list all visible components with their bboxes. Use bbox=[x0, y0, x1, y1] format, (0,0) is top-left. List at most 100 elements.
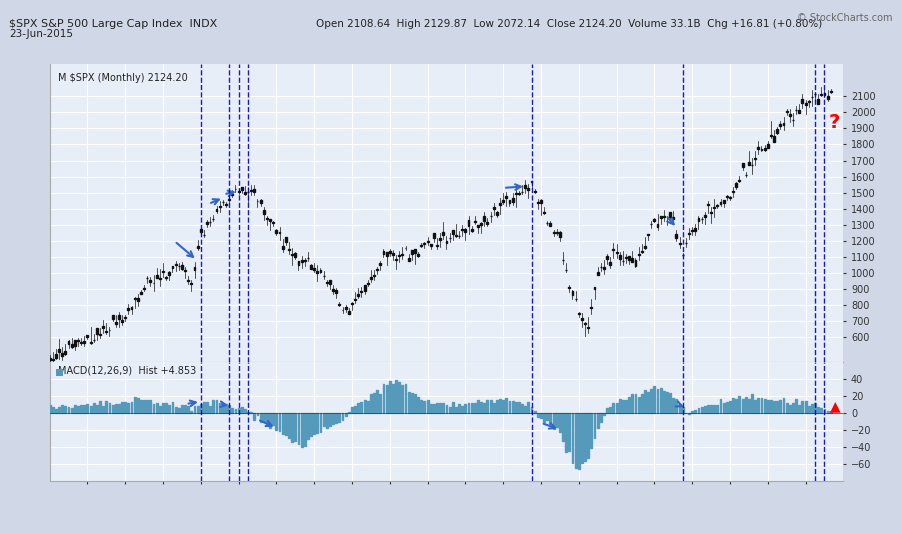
Bar bbox=[741, 399, 743, 413]
Bar bbox=[197, 246, 198, 248]
Bar bbox=[184, 270, 186, 271]
Bar bbox=[61, 405, 63, 413]
Bar bbox=[357, 403, 359, 413]
Bar bbox=[361, 402, 363, 413]
Bar bbox=[707, 405, 709, 413]
Bar bbox=[701, 406, 703, 413]
Text: ▲: ▲ bbox=[830, 399, 841, 413]
Bar bbox=[653, 219, 656, 221]
Bar bbox=[524, 185, 526, 189]
Bar bbox=[281, 246, 283, 249]
Bar bbox=[181, 265, 183, 270]
Bar bbox=[64, 406, 67, 413]
Bar bbox=[672, 217, 674, 219]
Text: 23-Jun-2015: 23-Jun-2015 bbox=[9, 29, 73, 40]
Bar bbox=[162, 403, 164, 413]
Bar bbox=[606, 409, 608, 413]
Bar bbox=[260, 200, 262, 203]
Bar bbox=[659, 388, 662, 413]
Legend:  bbox=[54, 366, 72, 380]
Bar bbox=[796, 399, 797, 413]
Bar bbox=[162, 271, 164, 272]
Bar bbox=[640, 250, 643, 252]
Bar bbox=[231, 407, 234, 413]
Bar bbox=[165, 277, 167, 278]
Bar bbox=[159, 278, 161, 279]
Bar bbox=[89, 342, 91, 343]
Bar bbox=[509, 401, 511, 413]
Bar bbox=[704, 215, 705, 217]
Bar bbox=[676, 234, 677, 238]
Bar bbox=[152, 404, 154, 413]
Bar bbox=[631, 258, 633, 262]
Bar bbox=[127, 403, 129, 413]
Bar bbox=[376, 269, 378, 270]
Bar bbox=[591, 413, 593, 449]
Bar bbox=[465, 229, 466, 232]
Bar bbox=[228, 405, 230, 413]
Bar bbox=[612, 403, 614, 413]
Bar bbox=[188, 406, 189, 413]
Bar bbox=[471, 403, 473, 413]
Bar bbox=[336, 413, 337, 423]
Bar bbox=[502, 400, 504, 413]
Bar bbox=[190, 411, 192, 413]
Bar bbox=[411, 393, 413, 413]
Bar bbox=[310, 413, 312, 436]
Bar bbox=[798, 110, 800, 113]
Bar bbox=[442, 404, 445, 413]
Bar bbox=[471, 230, 473, 231]
Bar bbox=[739, 179, 741, 181]
Bar bbox=[619, 255, 621, 258]
Bar bbox=[436, 403, 438, 413]
Bar bbox=[382, 252, 384, 254]
Bar bbox=[732, 398, 734, 413]
Bar bbox=[83, 405, 85, 413]
Bar bbox=[492, 207, 494, 209]
Bar bbox=[433, 233, 435, 238]
Bar bbox=[216, 400, 217, 413]
Bar bbox=[446, 241, 447, 243]
Bar bbox=[194, 406, 196, 413]
Bar bbox=[291, 254, 293, 255]
Bar bbox=[741, 163, 743, 167]
Bar bbox=[808, 406, 810, 413]
Bar bbox=[748, 162, 750, 165]
Bar bbox=[89, 406, 91, 413]
Bar bbox=[616, 252, 618, 253]
Bar bbox=[676, 399, 677, 413]
Bar bbox=[640, 395, 643, 413]
Bar bbox=[515, 193, 517, 194]
Bar bbox=[581, 413, 583, 462]
Bar bbox=[697, 409, 699, 413]
Bar bbox=[603, 267, 605, 269]
Bar bbox=[773, 136, 775, 142]
Bar bbox=[150, 400, 152, 413]
Bar bbox=[666, 392, 667, 413]
Bar bbox=[619, 399, 621, 413]
Bar bbox=[452, 230, 454, 234]
Bar bbox=[448, 407, 451, 413]
Bar bbox=[401, 385, 403, 413]
Bar bbox=[465, 404, 466, 413]
Bar bbox=[556, 232, 557, 233]
Bar bbox=[716, 205, 718, 206]
Bar bbox=[547, 413, 548, 420]
Bar bbox=[106, 401, 107, 413]
Bar bbox=[821, 408, 823, 413]
Bar bbox=[235, 409, 236, 413]
Bar bbox=[310, 265, 312, 269]
Bar bbox=[826, 411, 829, 413]
Bar bbox=[657, 389, 658, 413]
Bar bbox=[226, 404, 227, 413]
Bar bbox=[754, 158, 756, 160]
Bar bbox=[319, 413, 321, 431]
Bar bbox=[373, 393, 375, 413]
Bar bbox=[133, 298, 135, 299]
Bar bbox=[253, 189, 255, 192]
Bar bbox=[726, 402, 728, 413]
Bar bbox=[528, 189, 529, 191]
Bar bbox=[773, 400, 775, 413]
Bar bbox=[216, 209, 217, 211]
Bar bbox=[332, 413, 334, 423]
